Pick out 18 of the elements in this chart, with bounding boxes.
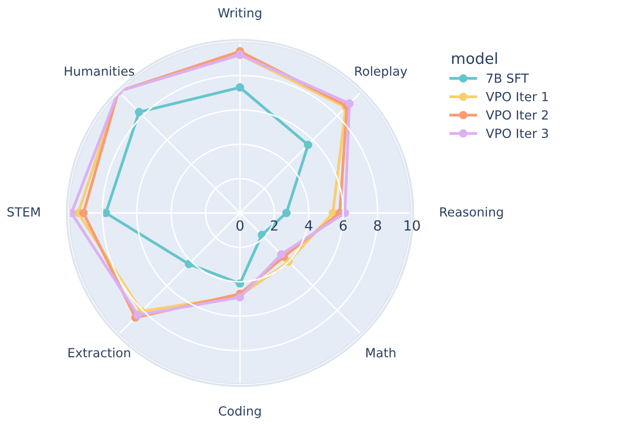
spoke-label: Reasoning bbox=[440, 206, 503, 220]
spoke-label: Writing bbox=[218, 8, 262, 20]
spoke-label: Coding bbox=[218, 406, 261, 418]
y-tick-label: 0 bbox=[236, 220, 244, 231]
y-tick-label: 10 bbox=[404, 220, 420, 231]
legend-label: VPO Iter 1 bbox=[486, 92, 548, 102]
legend-label: VPO Iter 2 bbox=[486, 110, 548, 120]
y-tick-label: 8 bbox=[374, 220, 382, 231]
spoke-label: Math bbox=[366, 348, 396, 358]
legend-label: VPO Iter 3 bbox=[486, 128, 548, 138]
y-tick-label: 6 bbox=[340, 220, 347, 231]
legend-title: model bbox=[452, 52, 497, 64]
legend-label: 7B SFT bbox=[486, 74, 529, 83]
y-tick-label: 4 bbox=[305, 220, 312, 230]
spoke-label: Extraction bbox=[68, 348, 130, 358]
spoke-label: Roleplay bbox=[355, 66, 408, 78]
spoke-label: Humanities bbox=[64, 66, 134, 76]
spoke-label: STEM bbox=[7, 207, 40, 217]
